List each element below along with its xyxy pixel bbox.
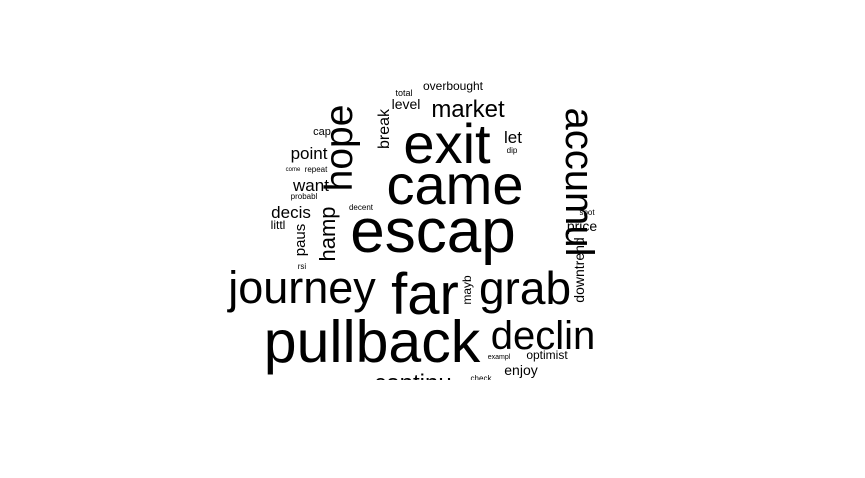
word-came: came (387, 153, 524, 216)
word-want: want (292, 176, 329, 195)
word-hope: hope (318, 105, 361, 192)
word-accumul: accumul (557, 108, 601, 257)
word-enjoy: enjoy (504, 362, 537, 378)
word-total: total (395, 88, 412, 98)
word-price: price (567, 218, 598, 234)
word-grab: grab (479, 262, 571, 314)
word-dip: dip (507, 146, 518, 155)
word-cap: cap (313, 126, 331, 138)
word-far: far (391, 262, 459, 327)
word-littl: littl (271, 218, 286, 232)
word-come: come (286, 167, 301, 173)
word-let: let (504, 128, 522, 147)
word-decent: decent (349, 203, 374, 212)
word-declin: declin (491, 314, 596, 358)
word-mayb: mayb (460, 275, 474, 305)
word-exampl: exampl (488, 354, 511, 361)
word-pullback: pullback (264, 309, 481, 375)
word-overbought: overbought (423, 79, 484, 93)
word-point: point (291, 144, 328, 163)
word-probabl: probabl (291, 192, 318, 201)
word-market: market (431, 96, 505, 123)
word-decis: decis (271, 203, 311, 222)
word-continu: continu (374, 370, 451, 397)
word-repeat: repeat (305, 165, 328, 174)
word-level: level (392, 96, 421, 112)
word-paus: paus (292, 224, 309, 257)
word-escap: escap (350, 197, 515, 266)
word-hamp: hamp (315, 206, 340, 261)
word-downtrend: downtrend (571, 237, 587, 302)
word-break: break (376, 108, 393, 149)
word-exit: exit (403, 112, 491, 175)
word-rsi: rsi (298, 262, 307, 271)
word-optimist: optimist (526, 348, 568, 362)
word-spot: spot (579, 208, 595, 217)
word-check: check (471, 374, 493, 383)
word-journey: journey (226, 262, 376, 313)
